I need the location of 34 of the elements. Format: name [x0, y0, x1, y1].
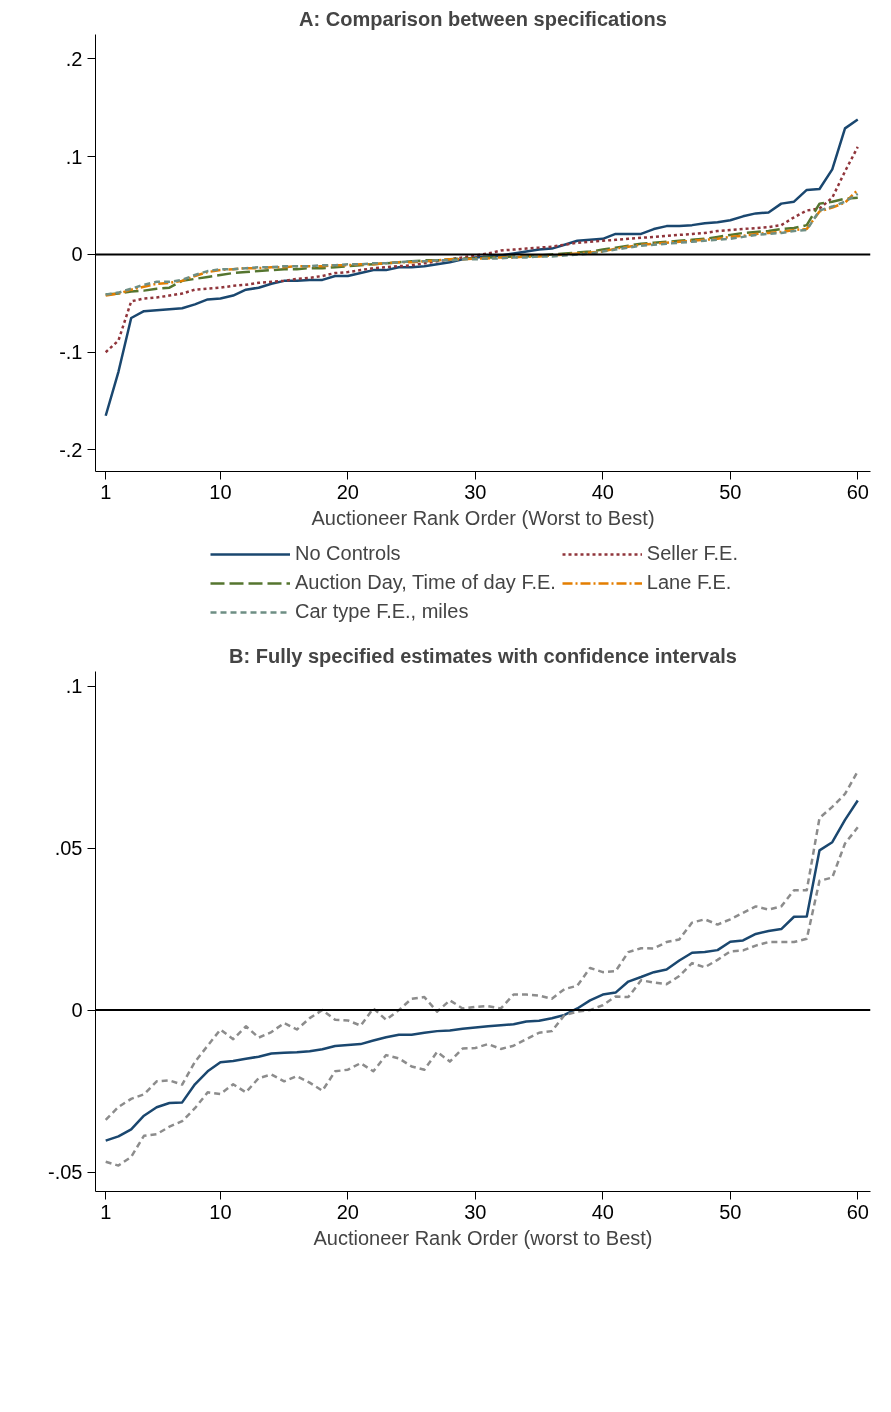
y-tick-label: -.1: [59, 341, 83, 364]
line-series: [104, 145, 859, 354]
legend-label: Lane F.E.: [646, 571, 733, 594]
y-tick-label: 0: [71, 243, 83, 266]
y-tick-label: -.05: [48, 1161, 83, 1184]
x-tick-label: 40: [591, 1200, 614, 1223]
x-tick-label: 10: [209, 480, 232, 503]
chart-title: B: Fully specified estimates with confidence intervals: [229, 644, 737, 667]
y-tick-label: 0: [71, 999, 83, 1022]
x-tick-label: 1: [100, 1200, 112, 1223]
legend-label: No Controls: [295, 542, 402, 565]
x-tick-label: 60: [846, 1200, 869, 1223]
legend-label: Car type F.E., miles: [295, 600, 470, 623]
y-tick-label: .1: [65, 145, 83, 168]
x-tick-label: 20: [336, 480, 360, 503]
line-series: [104, 118, 859, 418]
y-tick-label: .05: [54, 837, 83, 860]
x-tick-label: 50: [719, 1200, 742, 1223]
x-tick-label: 10: [209, 1200, 232, 1223]
chart-title: A: Comparison between specifications: [299, 7, 667, 30]
x-tick-label: 20: [336, 1200, 360, 1223]
x-tick-label: 1: [100, 480, 112, 503]
x-axis-title: Auctioneer Rank Order (worst to Best): [313, 1226, 653, 1249]
x-tick-label: 30: [464, 1200, 487, 1223]
legend-label: Auction Day, Time of day F.E.: [295, 571, 556, 594]
x-tick-label: 60: [846, 480, 869, 503]
y-tick-label: .2: [65, 47, 83, 70]
y-tick-label: -.2: [59, 438, 83, 461]
x-tick-label: 40: [591, 480, 614, 503]
x-tick-label: 30: [464, 480, 487, 503]
legend-label: Seller F.E.: [646, 542, 739, 565]
y-tick-label: .1: [65, 675, 83, 698]
x-axis-title: Auctioneer Rank Order (Worst to Best): [311, 506, 655, 529]
x-tick-label: 50: [719, 480, 742, 503]
